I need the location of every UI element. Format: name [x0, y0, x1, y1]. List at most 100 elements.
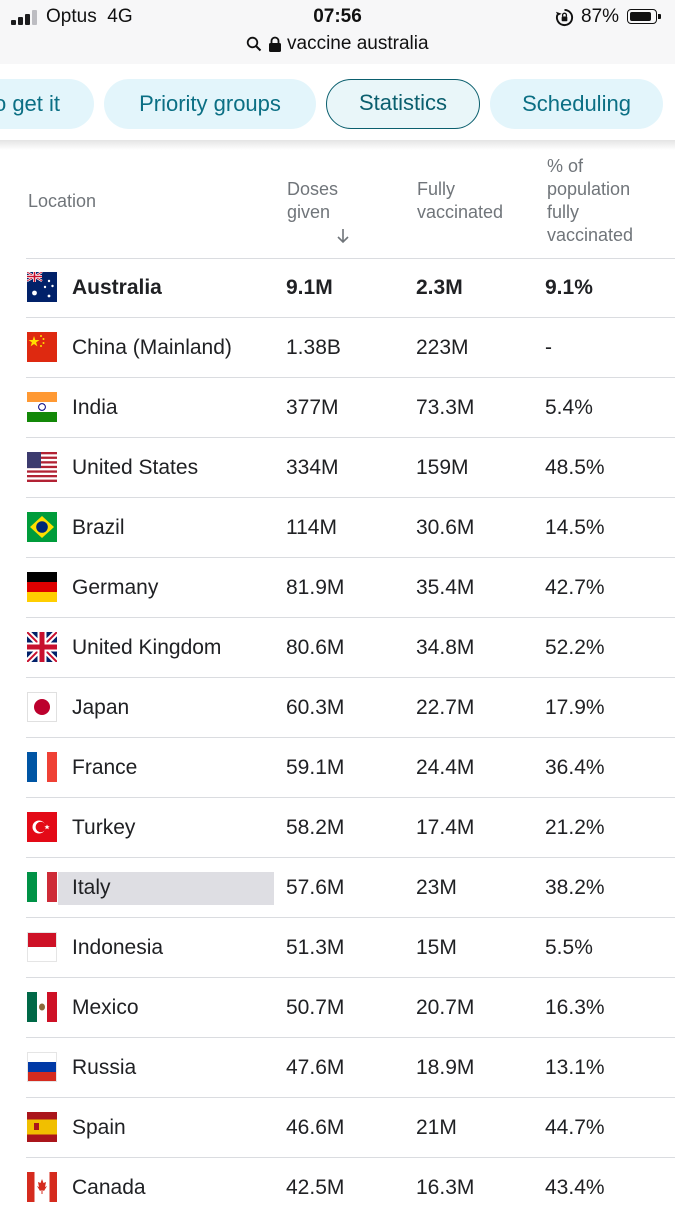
row-divider [26, 557, 675, 558]
percent-value: 48.5% [545, 456, 605, 479]
row-divider [26, 917, 675, 918]
doses-given-value: 50.7M [286, 996, 345, 1019]
sort-down-arrow-icon[interactable] [335, 227, 351, 245]
chip-how-to-get-it[interactable]: o get it [0, 79, 94, 129]
address-bar[interactable]: vaccine australia [0, 33, 675, 55]
percent-value: 5.5% [545, 936, 593, 959]
canada-flag [27, 1172, 57, 1202]
location-name: Italy [72, 876, 111, 899]
australia-flag [27, 272, 57, 302]
doses-given-value: 57.6M [286, 876, 345, 899]
table-row[interactable]: China (Mainland) 1.38B 223M - [0, 318, 675, 378]
fully-vaccinated-value: 73.3M [416, 396, 475, 419]
lock-icon [268, 36, 281, 52]
fully-vaccinated-value: 22.7M [416, 696, 475, 719]
location-name: Japan [72, 696, 130, 719]
doses-given-value: 58.2M [286, 816, 345, 839]
table-row[interactable]: Canada 42.5M 16.3M 43.4% [0, 1158, 675, 1218]
table-row[interactable]: Brazil 114M 30.6M 14.5% [0, 498, 675, 558]
battery-icon [627, 9, 661, 24]
fully-vaccinated-value: 24.4M [416, 756, 475, 779]
table-row[interactable]: Australia 9.1M 2.3M 9.1% [0, 258, 675, 318]
doses-given-value: 47.6M [286, 1056, 345, 1079]
table-row[interactable]: Italy 57.6M 23M 38.2% [0, 858, 675, 918]
row-divider [26, 1037, 675, 1038]
doses-given-value: 42.5M [286, 1176, 345, 1199]
text-selection-highlight [58, 872, 274, 905]
search-icon [247, 36, 262, 52]
fully-vaccinated-value: 21M [416, 1116, 457, 1139]
fully-vaccinated-value: 223M [416, 336, 469, 359]
row-divider [26, 317, 675, 318]
doses-given-value: 59.1M [286, 756, 345, 779]
table-row[interactable]: Japan 60.3M 22.7M 17.9% [0, 678, 675, 738]
header-divider [26, 258, 675, 259]
percent-value: 21.2% [545, 816, 605, 839]
clock: 07:56 [313, 6, 362, 27]
fully-vaccinated-value: 20.7M [416, 996, 475, 1019]
location-name: China (Mainland) [72, 336, 232, 359]
table-row[interactable]: Germany 81.9M 35.4M 42.7% [0, 558, 675, 618]
doses-given-value: 9.1M [286, 276, 333, 299]
percent-value: 38.2% [545, 876, 605, 899]
italy-flag [27, 872, 57, 902]
location-name: Turkey [72, 816, 136, 839]
location-name: France [72, 756, 138, 779]
table-row[interactable]: Russia 47.6M 18.9M 13.1% [0, 1038, 675, 1098]
fully-vaccinated-value: 2.3M [416, 276, 463, 299]
doses-given-value: 80.6M [286, 636, 345, 659]
address-text: vaccine australia [287, 33, 429, 54]
topic-chips: o get it Priority groups Statistics Sche… [0, 64, 675, 144]
japan-flag [27, 692, 57, 722]
row-divider [26, 737, 675, 738]
brazil-flag [27, 512, 57, 542]
table-row[interactable]: France 59.1M 24.4M 36.4% [0, 738, 675, 798]
chip-priority-groups[interactable]: Priority groups [104, 79, 316, 129]
percent-value: 36.4% [545, 756, 605, 779]
fully-vaccinated-value: 17.4M [416, 816, 475, 839]
table-row[interactable]: United States 334M 159M 48.5% [0, 438, 675, 498]
doses-given-value: 60.3M [286, 696, 345, 719]
table-row[interactable]: Mexico 50.7M 20.7M 16.3% [0, 978, 675, 1038]
chip-statistics[interactable]: Statistics [326, 79, 480, 129]
location-name: India [72, 396, 118, 419]
header-fully-vaccinated[interactable]: Fully vaccinated [417, 179, 504, 222]
table-row[interactable]: Turkey 58.2M 17.4M 21.2% [0, 798, 675, 858]
row-divider [26, 377, 675, 378]
table-row[interactable]: India 377M 73.3M 5.4% [0, 378, 675, 438]
percent-value: - [545, 336, 552, 359]
fully-vaccinated-value: 34.8M [416, 636, 475, 659]
fully-vaccinated-value: 23M [416, 876, 457, 899]
location-name: Germany [72, 576, 159, 599]
table-row[interactable]: Indonesia 51.3M 15M 5.5% [0, 918, 675, 978]
percent-value: 52.2% [545, 636, 605, 659]
location-name: Mexico [72, 996, 139, 1019]
header-location[interactable]: Location [28, 191, 97, 211]
row-divider [26, 1157, 675, 1158]
doses-given-value: 81.9M [286, 576, 345, 599]
doses-given-value: 377M [286, 396, 339, 419]
doses-given-value: 114M [286, 516, 337, 539]
india-flag [27, 392, 57, 422]
location-name: Russia [72, 1056, 137, 1079]
mexico-flag [27, 992, 57, 1022]
table-row[interactable]: United Kingdom 80.6M 34.8M 52.2% [0, 618, 675, 678]
fully-vaccinated-value: 159M [416, 456, 469, 479]
percent-value: 42.7% [545, 576, 605, 599]
fully-vaccinated-value: 35.4M [416, 576, 475, 599]
row-divider [26, 617, 675, 618]
russia-flag [27, 1052, 57, 1082]
percent-value: 14.5% [545, 516, 605, 539]
row-divider [26, 1097, 675, 1098]
row-divider [26, 437, 675, 438]
header-doses-given[interactable]: Doses given [287, 179, 339, 222]
fully-vaccinated-value: 15M [416, 936, 457, 959]
percent-value: 9.1% [545, 276, 593, 299]
percent-value: 13.1% [545, 1056, 605, 1079]
carrier-name: Optus [46, 6, 97, 27]
header-percent-fully-vaccinated[interactable]: % of population fully vaccinated [547, 156, 634, 245]
status-bar: Optus 4G 07:56 87% vaccine australia [0, 0, 675, 65]
table-row[interactable]: Spain 46.6M 21M 44.7% [0, 1098, 675, 1158]
chip-scheduling[interactable]: Scheduling [490, 79, 663, 129]
percent-value: 44.7% [545, 1116, 605, 1139]
